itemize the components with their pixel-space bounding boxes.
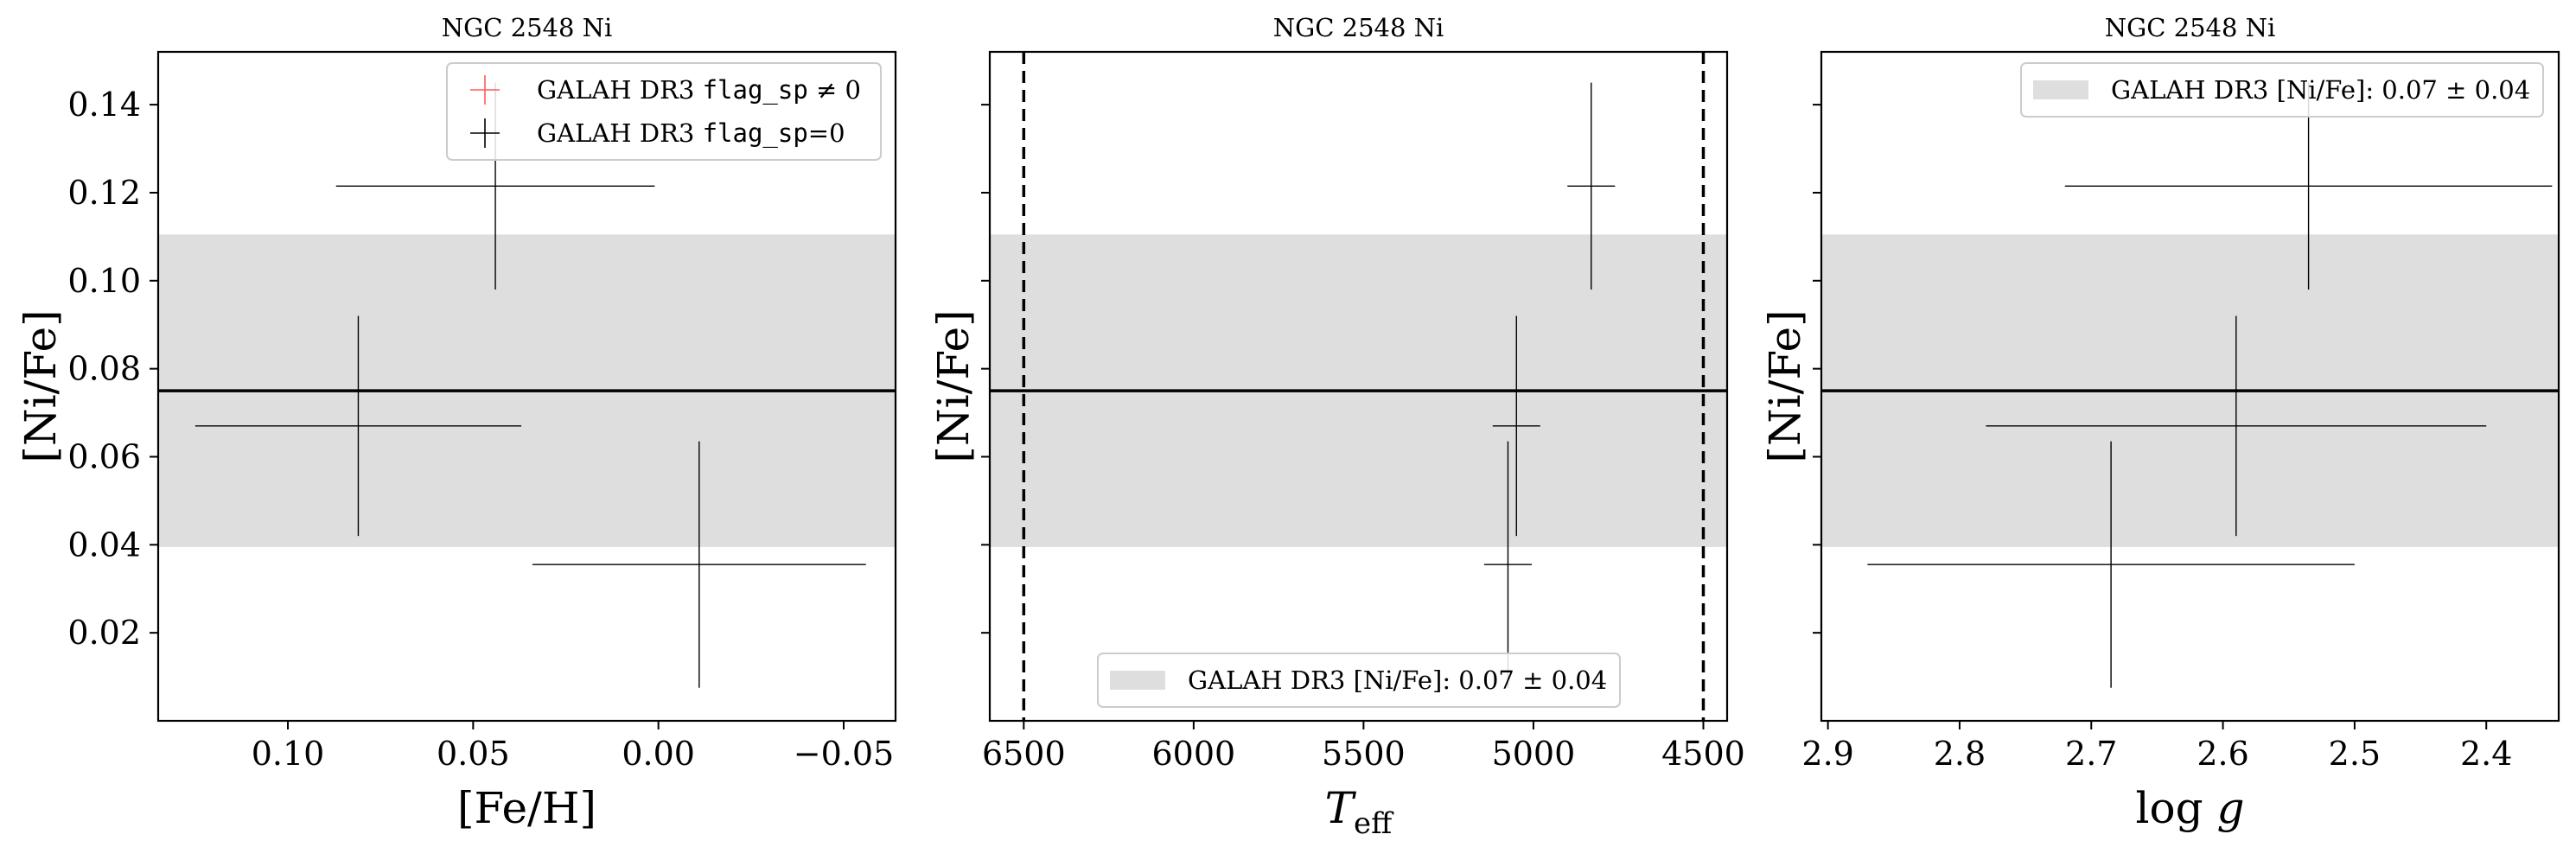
x-tick-label: −0.05	[794, 735, 894, 773]
y-tick-label: 0.02	[67, 614, 141, 652]
y-axis-label: [Ni/Fe]	[928, 309, 979, 462]
y-tick-label: 0.10	[67, 262, 141, 300]
panel-1: 0.10 0.05 0.00 −0.05 0.02 0.04 0.06 0.08 0.10 0.1…	[16, 13, 897, 833]
data-point	[1567, 82, 1616, 290]
y-tick-label: 0.06	[67, 437, 141, 475]
data-point	[1492, 315, 1540, 537]
y-axis-label: [Ni/Fe]	[16, 309, 66, 462]
y-tick-label: 0.08	[67, 350, 141, 388]
y-axis-label: [Ni/Fe]	[1760, 309, 1810, 462]
panel-title: NGC 2548 Ni	[442, 13, 613, 42]
legend-label: GALAH DR3 flag_sp ≠ 0	[537, 75, 861, 105]
x-tick-label: 4500	[1661, 735, 1745, 773]
panel-2: 6500 6000 5500 5000 4500 NGC 2548 Ni [Ni/Fe] Te…	[928, 13, 1745, 841]
data-point	[1986, 315, 2487, 537]
legend-frame	[2020, 62, 2544, 118]
x-tick-label: 2.9	[1801, 735, 1853, 773]
data-point	[1867, 441, 2355, 688]
legend-frame	[1097, 653, 1621, 708]
legend-entry: GALAH DR3 flag_sp=0	[470, 118, 845, 149]
axes-frame	[988, 50, 1729, 723]
x-tick-label: 6000	[1151, 735, 1235, 773]
x-tick-label: 2.7	[2065, 735, 2117, 773]
y-tick-label: 0.04	[67, 525, 141, 564]
legend-entry: GALAH DR3 [Ni/Fe]: 0.07 ± 0.04	[2033, 75, 2530, 105]
x-axis-label: log g	[2135, 783, 2244, 833]
y-tick-label: 0.14	[67, 86, 141, 124]
data-point	[1483, 441, 1532, 688]
x-tick-label: 0.05	[437, 735, 510, 773]
x-tick-label: 2.6	[2197, 735, 2248, 773]
panel-title: NGC 2548 Ni	[2105, 13, 2276, 42]
data-point	[532, 441, 866, 688]
legend-label: GALAH DR3 flag_sp=0	[537, 118, 845, 149]
legend-patch	[2033, 80, 2088, 99]
legend: GALAH DR3 [Ni/Fe]: 0.07 ± 0.04	[2020, 62, 2544, 118]
axes-frame	[1820, 50, 2560, 723]
x-axis-label: [Fe/H]	[457, 783, 596, 833]
legend-patch	[1110, 671, 1165, 690]
legend-label: GALAH DR3 [Ni/Fe]: 0.07 ± 0.04	[2111, 75, 2530, 105]
x-tick-label: 2.8	[1934, 735, 1986, 773]
legend-frame	[446, 62, 882, 161]
x-tick-label: 2.4	[2460, 735, 2512, 773]
legend: GALAH DR3 flag_sp ≠ 0 GALAH DR3 flag_sp=0	[446, 62, 882, 161]
legend-entry: GALAH DR3 flag_sp ≠ 0	[470, 75, 861, 105]
x-tick-label: 5500	[1322, 735, 1406, 773]
x-axis-label: Teff	[1325, 783, 1394, 841]
panel-title: NGC 2548 Ni	[1273, 13, 1444, 42]
legend-entry: GALAH DR3 [Ni/Fe]: 0.07 ± 0.04	[1110, 666, 1607, 695]
legend: GALAH DR3 [Ni/Fe]: 0.07 ± 0.04	[1097, 653, 1621, 708]
legend-label: GALAH DR3 [Ni/Fe]: 0.07 ± 0.04	[1188, 666, 1607, 695]
x-tick-label: 0.10	[252, 735, 325, 773]
y-tick-label: 0.12	[67, 174, 141, 212]
x-tick-label: 5000	[1492, 735, 1576, 773]
axes-frame	[156, 50, 897, 723]
panel-3: 2.9 2.8 2.7 2.6 2.5 2.4 NGC 2548 Ni [Ni/Fe] log …	[1760, 13, 2560, 833]
x-tick-label: 0.00	[622, 735, 695, 773]
data-point	[194, 315, 522, 537]
x-tick-label: 6500	[982, 735, 1066, 773]
x-tick-label: 2.5	[2329, 735, 2381, 773]
